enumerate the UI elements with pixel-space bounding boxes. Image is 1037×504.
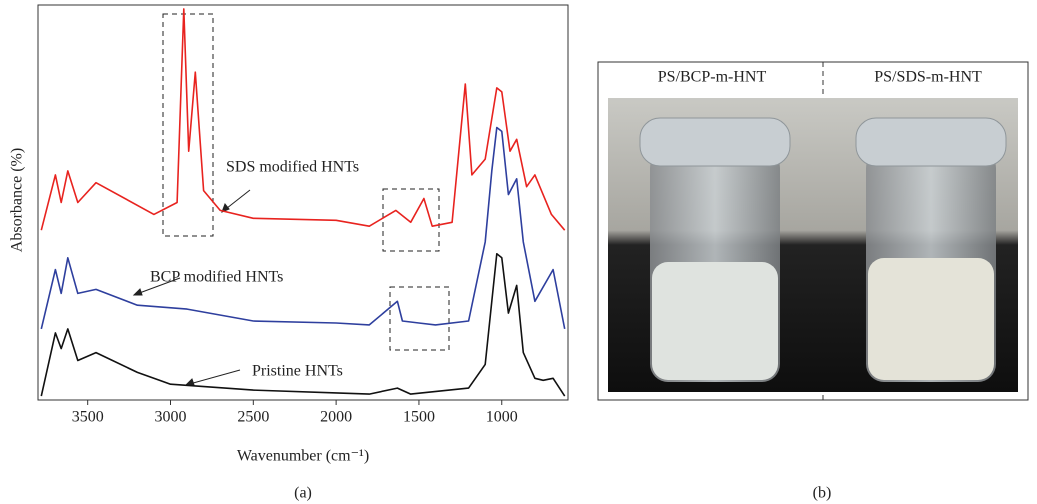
photo-frame bbox=[597, 61, 1029, 401]
x-tick-label: 3000 bbox=[155, 409, 187, 426]
series-label: Pristine HNTs bbox=[252, 363, 343, 380]
vial bbox=[855, 117, 1007, 382]
spectrum-line bbox=[40, 126, 566, 330]
panel-label: (b) bbox=[813, 485, 832, 502]
x-tick-label: 1500 bbox=[403, 409, 435, 426]
y-axis-label: Absorbance (%) bbox=[9, 148, 26, 252]
spectrum-line bbox=[40, 8, 566, 231]
photo-label: PS/BCP-m-HNT bbox=[658, 69, 767, 86]
spectrum-line bbox=[40, 253, 566, 397]
series-label: BCP modified HNTs bbox=[150, 269, 283, 286]
vial bbox=[639, 117, 791, 382]
plot-frame bbox=[37, 4, 569, 401]
x-axis-label: Wavenumber (cm⁻¹) bbox=[237, 448, 369, 465]
photo-label: PS/SDS-m-HNT bbox=[874, 69, 982, 86]
arrows bbox=[132, 189, 251, 386]
x-tick-label: 2500 bbox=[237, 409, 269, 426]
x-tick-label: 1000 bbox=[486, 409, 518, 426]
highlight-boxes bbox=[162, 13, 450, 351]
panel-label: (a) bbox=[294, 485, 312, 502]
series-label: SDS modified HNTs bbox=[226, 159, 359, 176]
x-tick-label: 2000 bbox=[320, 409, 352, 426]
x-tick-label: 3500 bbox=[72, 409, 104, 426]
